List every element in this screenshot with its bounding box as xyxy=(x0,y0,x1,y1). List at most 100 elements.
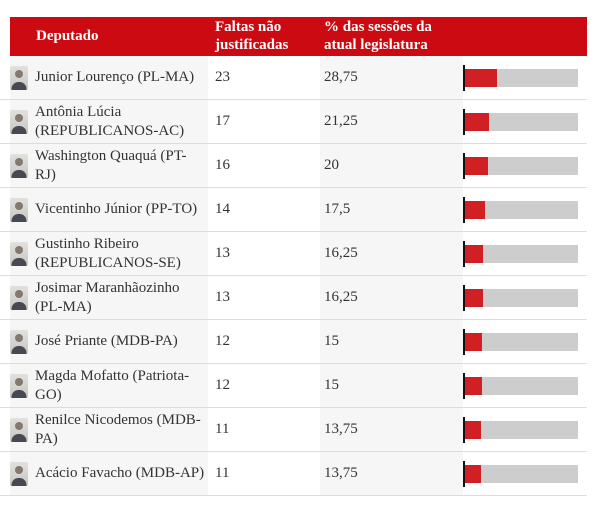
deputy-name: Acácio Favacho (MDB-AP) xyxy=(35,465,205,481)
table-row: Junior Lourenço (PL-MA) 23 28,75 xyxy=(0,56,587,100)
session-percentage: 15 xyxy=(324,333,339,349)
bar-cell xyxy=(463,100,587,143)
deputy-name: José Priante (MDB-PA) xyxy=(35,333,178,349)
deputy-photo-avatar xyxy=(10,417,28,442)
deputy-name: Renilce Nicodemos (MDB-PA) xyxy=(35,411,201,447)
avatar-head-icon xyxy=(15,69,23,78)
deputy-photo-avatar xyxy=(10,65,28,90)
deputy-cell: Washington Quaquá (PT-RJ) xyxy=(10,144,208,187)
deputy-photo-avatar xyxy=(10,241,28,266)
table-row: Vicentinho Júnior (PP-TO) 14 17,5 xyxy=(0,188,587,232)
percentage-cell: 13,75 xyxy=(320,452,463,495)
column-header-deputado: Deputado xyxy=(36,27,99,44)
session-percentage: 13,75 xyxy=(324,421,358,437)
percentage-cell: 21,25 xyxy=(320,100,463,143)
bar-fill xyxy=(465,464,481,483)
session-percentage: 15 xyxy=(324,377,339,393)
bar-track xyxy=(465,420,578,439)
bar-axis-tick xyxy=(463,416,465,443)
deputy-cell: Vicentinho Júnior (PP-TO) xyxy=(10,188,208,231)
absences-count: 16 xyxy=(215,157,230,173)
session-percentage: 13,75 xyxy=(324,465,358,481)
bar-track xyxy=(465,112,578,131)
bar-fill xyxy=(465,68,498,87)
deputy-name: Josimar Maranhãozinho (PL-MA) xyxy=(35,279,180,315)
avatar-head-icon xyxy=(15,289,23,298)
deputy-cell: Renilce Nicodemos (MDB-PA) xyxy=(10,408,208,451)
deputy-name: Washington Quaquá (PT-RJ) xyxy=(35,147,187,183)
absences-cell: 23 xyxy=(208,56,320,99)
bar-axis-tick xyxy=(463,108,465,135)
avatar-body-icon xyxy=(11,477,27,486)
deputy-name: Vicentinho Júnior (PP-TO) xyxy=(35,201,198,217)
bar-axis-tick xyxy=(463,460,465,487)
deputy-cell: Magda Mofatto (Patriota-GO) xyxy=(10,364,208,407)
bar-track xyxy=(465,68,578,87)
bar-fill xyxy=(465,332,482,351)
deputy-cell: Gustinho Ribeiro (REPUBLICANOS-SE) xyxy=(10,232,208,275)
deputy-photo-avatar xyxy=(10,109,28,134)
table-row: Josimar Maranhãozinho (PL-MA) 13 16,25 xyxy=(0,276,587,320)
absences-cell: 12 xyxy=(208,320,320,363)
session-percentage: 17,5 xyxy=(324,201,351,217)
absences-count: 11 xyxy=(215,465,230,481)
absences-count: 13 xyxy=(215,289,230,305)
table-row: Acácio Favacho (MDB-AP) 11 13,75 xyxy=(0,452,587,496)
table-row: José Priante (MDB-PA) 12 15 xyxy=(0,320,587,364)
absences-cell: 12 xyxy=(208,364,320,407)
percentage-cell: 28,75 xyxy=(320,56,463,99)
bar-cell xyxy=(463,452,587,495)
bar-cell xyxy=(463,144,587,187)
deputy-cell: Antônia Lúcia (REPUBLICANOS-AC) xyxy=(10,100,208,143)
bar-track xyxy=(465,288,578,307)
deputy-photo-avatar xyxy=(10,373,28,398)
bar-track xyxy=(465,332,578,351)
avatar-body-icon xyxy=(11,433,27,442)
deputy-name: Junior Lourenço (PL-MA) xyxy=(35,69,195,85)
absences-count: 12 xyxy=(215,333,230,349)
bar-fill xyxy=(465,288,484,307)
bar-track xyxy=(465,376,578,395)
bar-cell xyxy=(463,276,587,319)
bar-axis-tick xyxy=(463,240,465,267)
deputy-photo-avatar xyxy=(10,329,28,354)
absences-count: 23 xyxy=(215,69,230,85)
bar-cell xyxy=(463,408,587,451)
bar-fill xyxy=(465,200,485,219)
column-header-percent-sessoes: % das sessões da atual legislatura xyxy=(324,19,432,53)
deputy-name: Gustinho Ribeiro (REPUBLICANOS-SE) xyxy=(35,235,181,271)
bar-cell xyxy=(463,56,587,99)
deputy-cell: José Priante (MDB-PA) xyxy=(10,320,208,363)
session-percentage: 28,75 xyxy=(324,69,358,85)
avatar-head-icon xyxy=(15,245,23,254)
table-row: Magda Mofatto (Patriota-GO) 12 15 xyxy=(0,364,587,408)
deputy-name: Antônia Lúcia (REPUBLICANOS-AC) xyxy=(35,103,185,139)
session-percentage: 16,25 xyxy=(324,289,358,305)
absences-cell: 17 xyxy=(208,100,320,143)
avatar-head-icon xyxy=(15,157,23,166)
avatar-body-icon xyxy=(11,345,27,354)
session-percentage: 16,25 xyxy=(324,245,358,261)
bar-cell xyxy=(463,188,587,231)
avatar-body-icon xyxy=(11,125,27,134)
bar-cell xyxy=(463,232,587,275)
deputies-absence-table: Deputado Faltas não justificadas % das s… xyxy=(0,17,587,496)
percentage-cell: 16,25 xyxy=(320,276,463,319)
percentage-cell: 15 xyxy=(320,320,463,363)
bar-axis-tick xyxy=(463,284,465,311)
deputy-cell: Josimar Maranhãozinho (PL-MA) xyxy=(10,276,208,319)
session-percentage: 20 xyxy=(324,157,339,173)
bar-track xyxy=(465,200,578,219)
bar-track xyxy=(465,244,578,263)
deputy-cell: Acácio Favacho (MDB-AP) xyxy=(10,452,208,495)
absences-count: 11 xyxy=(215,421,230,437)
bar-track xyxy=(465,156,578,175)
absences-count: 12 xyxy=(215,377,230,393)
avatar-head-icon xyxy=(15,421,23,430)
avatar-body-icon xyxy=(11,169,27,178)
bar-fill xyxy=(465,244,484,263)
bar-axis-tick xyxy=(463,152,465,179)
absences-count: 17 xyxy=(215,113,230,129)
deputy-photo-avatar xyxy=(10,461,28,486)
deputy-cell: Junior Lourenço (PL-MA) xyxy=(10,56,208,99)
